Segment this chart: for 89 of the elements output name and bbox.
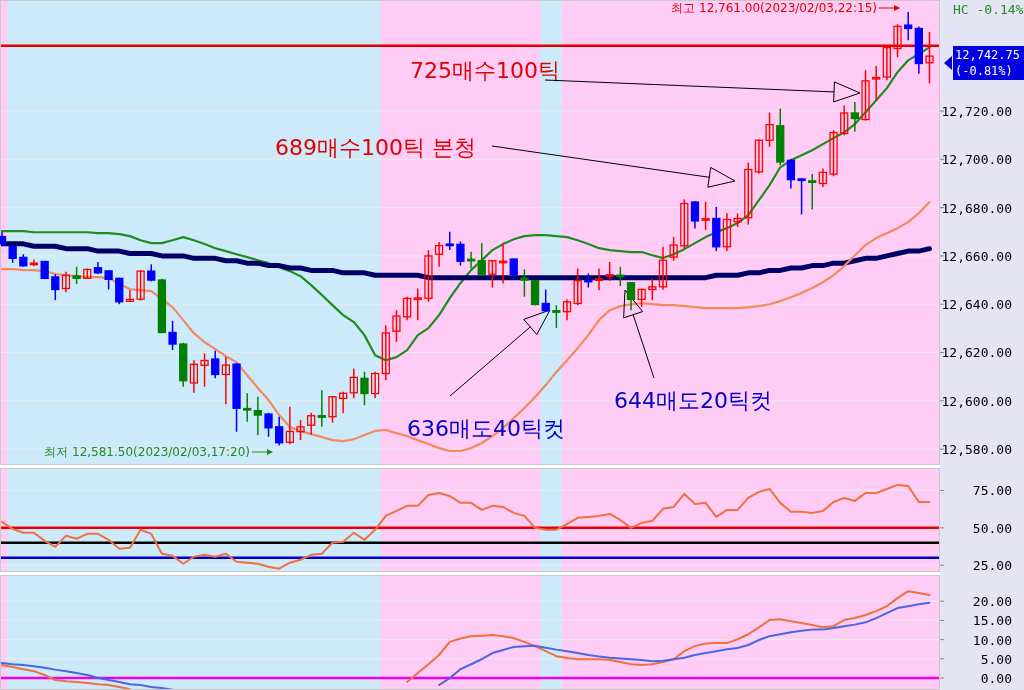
candlestick: [488, 259, 497, 289]
y-tick-label: 5.00: [980, 651, 1012, 667]
candlestick: [445, 231, 454, 251]
candlestick: [211, 350, 220, 380]
annotation: HC -0.14%: [953, 2, 1024, 17]
candlestick: [61, 271, 71, 293]
y-tick-label: 12,720.00: [941, 104, 1012, 120]
candlestick: [818, 167, 828, 188]
candlestick: [285, 406, 294, 445]
candlestick: [594, 267, 604, 291]
candlestick: [562, 298, 572, 321]
candlestick: [680, 198, 689, 250]
annotation: 689매수100틱 본청: [275, 135, 736, 188]
candlestick: [850, 101, 860, 133]
candlestick: [317, 389, 326, 428]
candlestick: [136, 269, 145, 302]
candlestick: [509, 257, 518, 281]
candlestick: [520, 268, 529, 298]
candlestick: [765, 111, 774, 148]
y-tick-label: 12,640.00: [941, 297, 1012, 313]
candlestick: [541, 288, 550, 313]
candlestick: [722, 212, 732, 252]
candlestick: [296, 419, 305, 441]
y-tick-label: 12,660.00: [941, 248, 1012, 264]
annotation: 644매도20틱컷: [614, 388, 772, 413]
candlestick: [104, 269, 113, 291]
candlestick: [893, 23, 902, 58]
candlestick: [221, 356, 231, 405]
candlestick: [530, 279, 540, 307]
candlestick: [840, 104, 849, 136]
candlestick: [797, 177, 806, 216]
y-tick-label: 50.00: [972, 520, 1012, 536]
candlestick: [786, 158, 796, 190]
candlestick: [648, 277, 657, 301]
candlestick: [434, 241, 444, 268]
candlestick: [456, 240, 465, 267]
annotation: 최저 12,581.50(2023/02/03,17:20): [44, 445, 273, 459]
candlestick: [552, 304, 561, 329]
candlestick: [669, 236, 678, 262]
candlestick: [701, 201, 710, 231]
candlestick: [925, 31, 934, 85]
candlestick: [413, 287, 422, 321]
line-series: [1, 483, 931, 570]
annotation: 최고 12,761.00(2023/02/03,22:15): [671, 1, 900, 15]
candlestick: [872, 65, 881, 101]
candlestick: [573, 267, 582, 306]
candlestick: [690, 200, 700, 230]
candlestick: [243, 392, 252, 423]
y-tick-label: 25.00: [972, 558, 1012, 574]
candlestick: [360, 371, 369, 406]
candlestick: [189, 359, 199, 394]
candlestick: [658, 245, 668, 291]
candlestick: [808, 173, 817, 211]
candlestick: [402, 295, 412, 321]
y-tick-label: 10.00: [972, 632, 1012, 648]
annotation: 725매수100틱: [410, 58, 861, 103]
candlestick: [381, 324, 390, 382]
y-tick-label: 12,680.00: [941, 200, 1012, 216]
candlestick: [115, 276, 124, 305]
y-tick-label: 12,700.00: [941, 152, 1012, 168]
candlestick: [829, 129, 838, 177]
y-tick-label: 12,600.00: [941, 393, 1012, 409]
candlestick: [882, 46, 892, 81]
y-tick-label: 12,620.00: [941, 345, 1012, 361]
candlestick: [51, 273, 60, 301]
candlestick: [754, 138, 764, 175]
candlestick: [307, 412, 316, 436]
candlestick: [339, 391, 348, 415]
annotation: 689매수100틱 본청: [275, 135, 476, 160]
annotation: 725매수100틱: [410, 58, 560, 83]
y-tick-label: 0.00: [980, 671, 1012, 687]
candlestick: [200, 352, 209, 388]
candlestick: [253, 395, 263, 436]
candlestick: [424, 249, 433, 303]
candlestick: [477, 242, 486, 276]
candlestick: [744, 161, 753, 226]
candlestick: [904, 11, 913, 42]
y-tick-label: 20.00: [972, 594, 1012, 610]
y-tick-label: 15.00: [972, 613, 1012, 629]
line-series: [0, 46, 931, 362]
candlestick: [392, 309, 401, 343]
candlestick: [328, 395, 337, 424]
candlestick: [168, 320, 177, 351]
candlestick: [349, 367, 358, 400]
candlestick: [861, 69, 870, 122]
candlestick: [370, 371, 380, 400]
y-tick-label: 75.00: [972, 483, 1012, 499]
candlestick: [275, 415, 284, 447]
y-tick-label: 12,580.00: [941, 442, 1012, 458]
